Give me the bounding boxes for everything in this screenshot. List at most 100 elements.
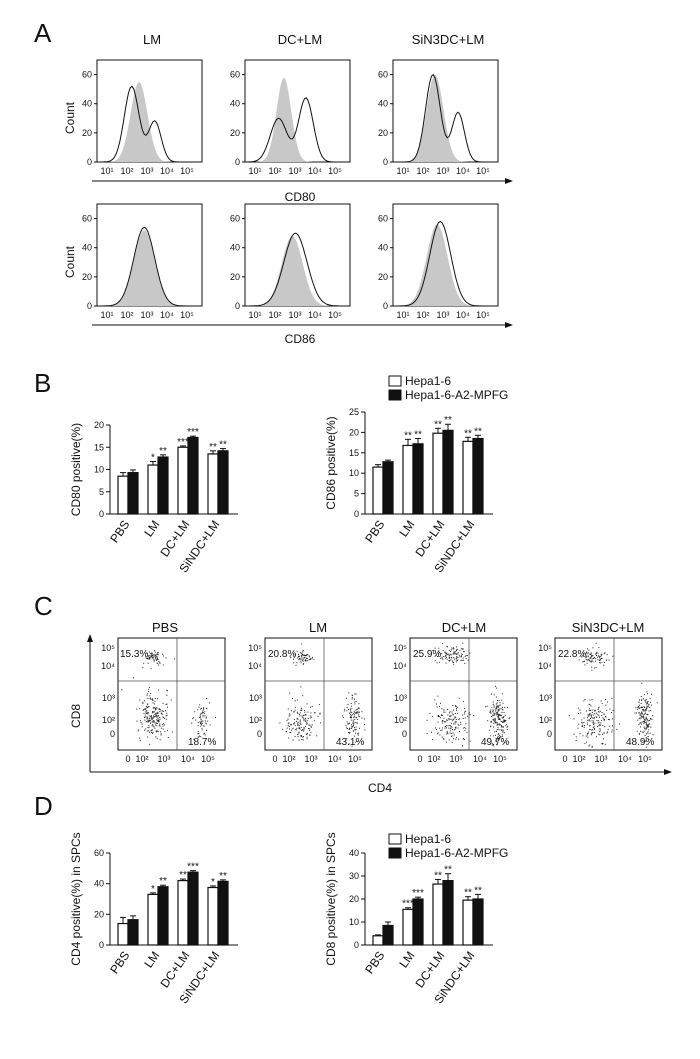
event-dot <box>643 716 645 718</box>
event-dot <box>297 722 299 724</box>
event-dot <box>153 716 155 718</box>
y-tick-label: 0 <box>383 301 388 311</box>
event-dot <box>575 740 577 741</box>
event-dot <box>160 712 162 714</box>
event-dot <box>648 725 650 727</box>
event-dot <box>303 720 305 722</box>
event-dot <box>450 722 452 724</box>
a-condition-title-2: DC+LM <box>278 32 322 47</box>
event-dot <box>147 657 149 659</box>
event-dot <box>156 656 158 658</box>
event-dot <box>296 662 298 664</box>
event-dot <box>149 715 151 717</box>
event-dot <box>350 728 352 729</box>
event-dot <box>502 726 504 728</box>
event-dot <box>453 661 454 663</box>
event-dot <box>503 732 505 734</box>
event-dot <box>441 715 443 716</box>
event-dot <box>147 697 149 699</box>
event-dot <box>589 657 591 659</box>
event-dot <box>292 711 294 713</box>
event-dot <box>136 708 138 710</box>
event-dot <box>307 653 309 655</box>
event-dot <box>581 719 583 721</box>
significance-stars: ** <box>159 876 167 887</box>
event-dot <box>598 706 600 708</box>
event-dot <box>456 657 458 659</box>
event-dot <box>580 712 582 714</box>
significance-stars: ** <box>179 870 187 881</box>
event-dot <box>640 713 642 715</box>
event-dot <box>601 703 603 705</box>
event-dot <box>301 735 302 737</box>
event-dot <box>349 732 351 733</box>
event-dot <box>607 728 609 730</box>
event-dot <box>591 655 593 657</box>
event-dot <box>310 712 312 714</box>
event-dot <box>601 715 603 716</box>
event-dot <box>588 725 590 727</box>
significance-stars: ** <box>404 430 412 441</box>
event-dot <box>448 657 450 659</box>
event-dot <box>300 655 302 657</box>
event-dot <box>645 719 647 721</box>
event-dot <box>578 723 580 725</box>
event-dot <box>447 714 449 716</box>
event-dot <box>602 733 604 735</box>
event-dot <box>452 720 454 722</box>
c-pct-lr-2: 43.1% <box>336 737 364 748</box>
event-dot <box>355 726 357 728</box>
event-dot <box>592 657 594 659</box>
event-dot <box>608 725 610 727</box>
a-axis-arrowhead-r1 <box>505 178 513 184</box>
event-dot <box>154 713 156 715</box>
event-dot <box>152 717 154 719</box>
event-dot <box>463 738 465 740</box>
event-dot <box>643 717 644 719</box>
event-dot <box>152 655 154 656</box>
event-dot <box>350 717 352 719</box>
event-dot <box>356 712 358 714</box>
event-dot <box>285 730 287 732</box>
event-dot <box>155 724 157 726</box>
event-dot <box>643 710 645 712</box>
x-tick-label: 10⁵ <box>180 166 194 176</box>
event-dot <box>498 718 500 720</box>
event-dot <box>645 724 647 726</box>
event-dot <box>495 712 497 714</box>
x-tick-label: 10⁵ <box>638 754 652 764</box>
event-dot <box>473 715 475 716</box>
event-dot <box>159 709 161 710</box>
event-dot <box>495 718 497 720</box>
event-dot <box>464 662 466 664</box>
event-dot <box>600 700 602 702</box>
event-dot <box>438 715 439 716</box>
event-dot <box>461 648 462 650</box>
y-axis-label: CD86 positive(%) <box>324 416 338 509</box>
event-dot <box>287 725 289 727</box>
event-dot <box>500 715 502 717</box>
event-dot <box>637 707 639 709</box>
event-dot <box>436 728 437 730</box>
event-dot <box>497 708 499 710</box>
event-dot <box>460 723 462 725</box>
event-dot <box>587 656 589 658</box>
bar-hepa1-6-dc+lm <box>432 432 444 515</box>
event-dot <box>299 655 300 657</box>
event-dot <box>447 733 449 734</box>
event-dot <box>646 707 648 709</box>
event-dot <box>646 718 648 720</box>
event-dot <box>458 697 460 699</box>
event-dot <box>581 655 583 657</box>
y-tick-label: 5 <box>354 489 359 499</box>
event-dot <box>156 725 158 727</box>
event-dot <box>149 697 151 699</box>
event-dot <box>612 655 614 657</box>
event-dot <box>159 711 161 713</box>
event-dot <box>638 706 640 708</box>
event-dot <box>166 694 168 696</box>
event-dot <box>455 661 457 663</box>
bar-hepa1-6-a2-mpfg-sindc+lm <box>472 898 484 946</box>
significance-stars: ** <box>474 885 482 896</box>
event-dot <box>298 659 300 661</box>
